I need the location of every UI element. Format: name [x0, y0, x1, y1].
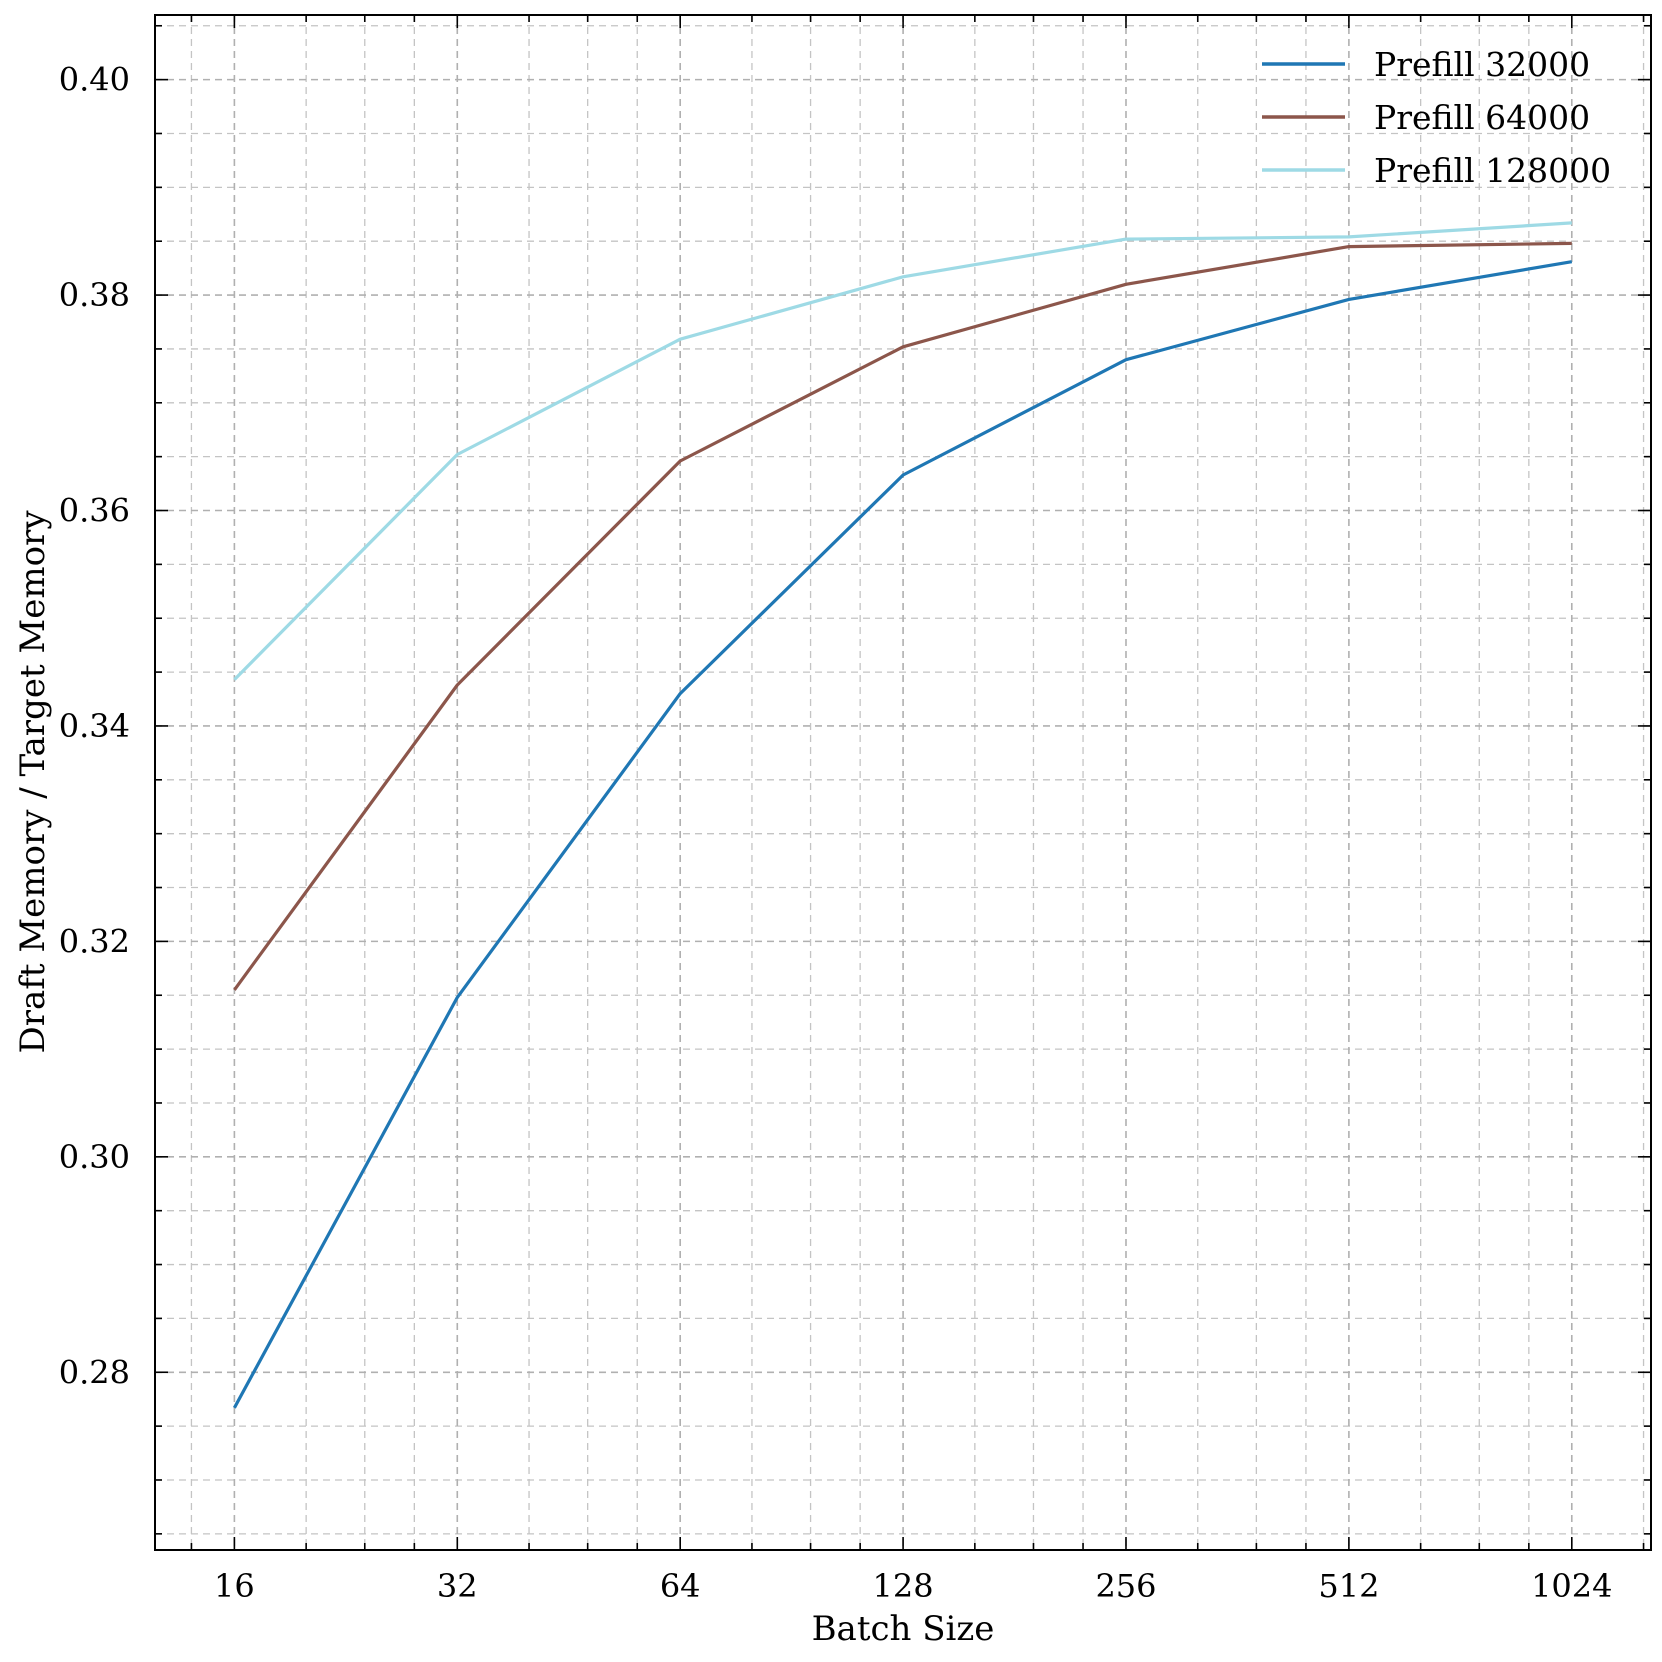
legend: Prefill 32000 Prefill 64000 Prefill 128000 [1262, 45, 1611, 190]
legend-label: Prefill 64000 [1374, 98, 1590, 137]
axis-ticks [155, 15, 1651, 1550]
series-line-2 [233, 241, 1572, 991]
x-tick-label: 256 [1095, 1567, 1156, 1605]
y-tick-label: 0.28 [59, 1353, 130, 1391]
series-lines [232, 221, 1573, 1409]
legend-label: Prefill 32000 [1374, 45, 1590, 84]
x-tick-label: 64 [660, 1567, 701, 1605]
y-tick-label: 0.32 [59, 922, 130, 960]
legend-label: Prefill 128000 [1374, 151, 1611, 190]
y-tick-label: 0.36 [59, 492, 130, 530]
y-tick-label: 0.38 [59, 276, 130, 314]
x-tick-label: 128 [873, 1567, 934, 1605]
x-axis-label: Batch Size [812, 1609, 995, 1649]
x-tick-labels: 16 32 64 128 256 512 1024 [214, 1567, 1612, 1605]
y-axis-label: Draft Memory / Target Memory [13, 510, 53, 1054]
y-tick-label: 0.30 [59, 1138, 130, 1176]
series-line-1 [232, 260, 1573, 1409]
x-tick-label: 32 [437, 1567, 478, 1605]
y-tick-label: 0.40 [59, 61, 130, 99]
y-tick-labels: 0.28 0.30 0.32 0.34 0.36 0.38 0.40 [59, 61, 130, 1392]
x-tick-label: 16 [214, 1567, 255, 1605]
x-tick-label: 512 [1318, 1567, 1379, 1605]
x-tick-label: 1024 [1531, 1567, 1612, 1605]
series-line-3 [233, 221, 1572, 681]
y-tick-label: 0.34 [59, 707, 130, 745]
